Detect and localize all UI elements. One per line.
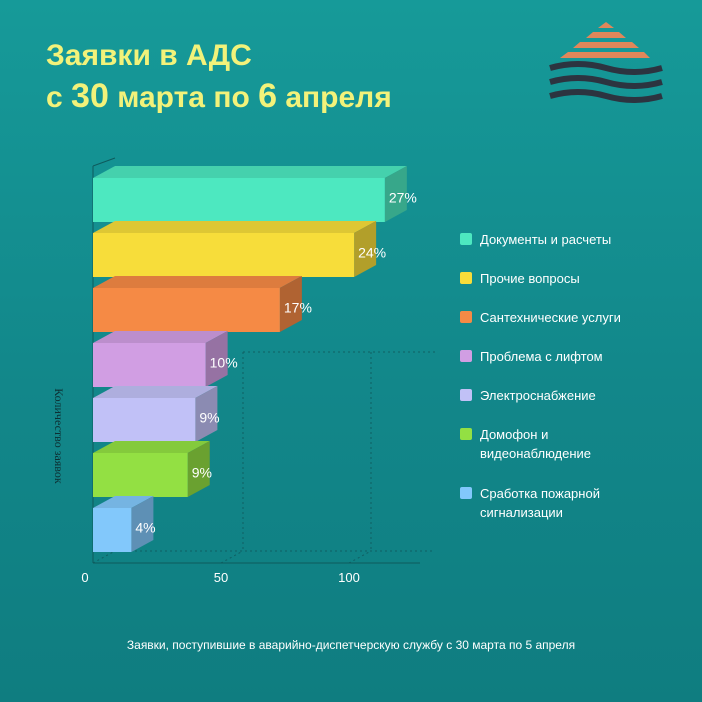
- grid-line: [348, 550, 372, 564]
- bar-front-face: [93, 288, 280, 332]
- bar: 27%: [93, 166, 417, 222]
- legend-item: Прочие вопросы: [460, 269, 580, 288]
- legend-swatch: [460, 428, 472, 440]
- legend-swatch: [460, 272, 472, 284]
- bar-side-face: [195, 386, 218, 442]
- bar-top-face: [93, 441, 210, 453]
- bar-top-face: [93, 496, 154, 508]
- footnote: Заявки, поступившие в аварийно-диспетчер…: [126, 638, 576, 652]
- bar: 10%: [93, 331, 238, 387]
- data-label: 4%: [135, 520, 155, 536]
- legend-label: Домофон и видеонаблюдение: [480, 427, 592, 461]
- legend-label: Сработка пожарной сигнализации: [480, 486, 600, 520]
- data-label: 17%: [284, 300, 312, 316]
- legend-item: Домофон и видеонаблюдение: [460, 425, 591, 463]
- x-tick-label: 100: [338, 570, 360, 585]
- bar-top-face: [93, 166, 407, 178]
- x-tick-label: 0: [81, 570, 88, 585]
- legend-label: Сантехнические услуги: [480, 310, 621, 325]
- grid-line: [92, 157, 116, 167]
- data-label: 9%: [199, 410, 219, 426]
- legend-swatch: [460, 233, 472, 245]
- legend-label: Проблема с лифтом: [480, 349, 603, 364]
- legend-label: Прочие вопросы: [480, 271, 580, 286]
- legend-item: Проблема с лифтом: [460, 347, 603, 366]
- legend-item: Электроснабжение: [460, 386, 596, 405]
- bar: 9%: [93, 386, 220, 442]
- bar-top-face: [93, 276, 302, 288]
- legend-swatch: [460, 350, 472, 362]
- bar-side-face: [279, 276, 302, 332]
- bar-side-face: [205, 331, 228, 387]
- legend-label: Электроснабжение: [480, 388, 596, 403]
- legend-item: Сантехнические услуги: [460, 308, 621, 327]
- legend-swatch: [460, 311, 472, 323]
- x-tick-label: 50: [214, 570, 228, 585]
- bar-top-face: [93, 386, 218, 398]
- bar-front-face: [93, 178, 385, 222]
- bar-front-face: [93, 508, 132, 552]
- bar: 24%: [93, 221, 386, 277]
- bar-front-face: [93, 343, 206, 387]
- title-line-1: Заявки в АДС: [46, 39, 252, 72]
- legend-item: Документы и расчеты: [460, 230, 611, 249]
- bar-side-face: [354, 221, 377, 277]
- page-title: Заявки в АДС с 30 марта по 6 апреля: [46, 36, 392, 118]
- grid-line: [92, 550, 116, 564]
- bar-front-face: [93, 233, 355, 277]
- bar-side-face: [131, 496, 154, 552]
- title-line-2: с 30 марта по 6 апреля: [46, 77, 392, 115]
- bar-side-face: [384, 166, 407, 222]
- data-label: 10%: [210, 355, 238, 371]
- legend-label: Документы и расчеты: [480, 232, 612, 247]
- bar: 9%: [93, 441, 212, 497]
- legend-swatch: [460, 487, 472, 499]
- data-label: 9%: [192, 465, 212, 481]
- grid-line: [220, 550, 244, 564]
- bar-top-face: [93, 221, 377, 233]
- bar-front-face: [93, 398, 196, 442]
- data-label: 24%: [358, 245, 386, 261]
- legend-item: Сработка пожарной сигнализации: [460, 484, 600, 522]
- bar-side-face: [187, 441, 210, 497]
- data-label: 27%: [389, 190, 417, 206]
- house-waves-logo-icon: [549, 22, 663, 103]
- bar-top-face: [93, 331, 228, 343]
- legend-swatch: [460, 389, 472, 401]
- bar: 4%: [93, 496, 156, 552]
- bar: 17%: [93, 276, 312, 332]
- bar-front-face: [93, 453, 188, 497]
